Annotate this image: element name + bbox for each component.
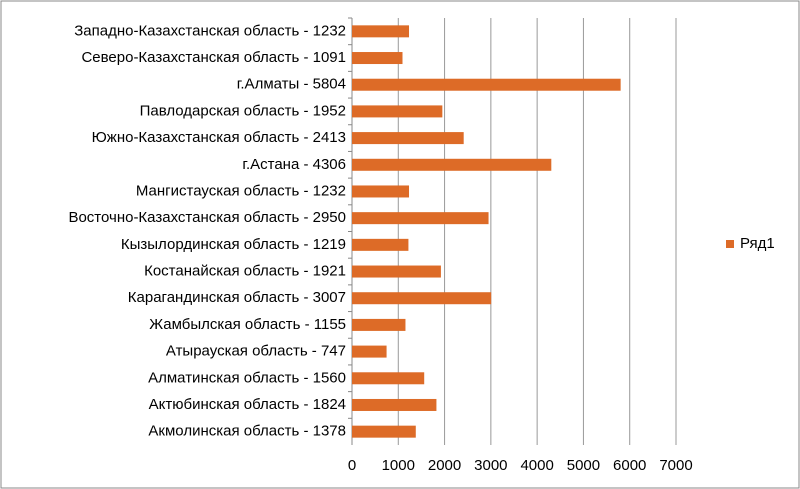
y-tick-label: Актюбинская область - 1824	[149, 396, 346, 413]
bar	[352, 372, 425, 385]
x-tick-label: 2000	[428, 457, 461, 474]
bar	[352, 132, 464, 145]
y-tick-label: г.Алматы - 5804	[237, 76, 346, 93]
bar	[352, 158, 552, 171]
bar	[352, 292, 492, 305]
x-tick-label: 0	[348, 457, 356, 474]
bar	[352, 345, 387, 358]
y-tick-label: Кызылординская область - 1219	[121, 236, 346, 253]
y-tick-label: Павлодарская область - 1952	[140, 102, 346, 119]
y-tick-label: Карагандинская область - 3007	[128, 289, 346, 306]
bar	[352, 185, 410, 198]
y-tick-label: г.Астана - 4306	[242, 156, 346, 173]
y-tick-label: Мангистауская область - 1232	[136, 182, 346, 199]
x-tick-label: 7000	[659, 457, 692, 474]
bar	[352, 78, 621, 91]
bar	[352, 238, 409, 251]
y-tick-label: Западно-Казахстанская область - 1232	[74, 22, 346, 39]
bar	[352, 318, 406, 331]
bar	[352, 265, 441, 278]
x-tick-label: 5000	[567, 457, 600, 474]
bar	[352, 398, 437, 411]
y-tick-label: Южно-Казахстанская область - 2413	[92, 129, 346, 146]
legend-label: Ряд1	[740, 235, 775, 252]
y-tick-label: Атырауская область - 747	[166, 343, 346, 360]
y-tick-label: Северо-Казахстанская область - 1091	[81, 49, 346, 66]
bar	[352, 212, 489, 225]
bar	[352, 425, 416, 438]
x-tick-label: 1000	[382, 457, 415, 474]
bar	[352, 105, 443, 118]
bar	[352, 25, 410, 38]
x-tick-label: 3000	[474, 457, 507, 474]
legend-swatch	[726, 240, 734, 248]
x-tick-label: 6000	[613, 457, 646, 474]
bar	[352, 52, 403, 65]
y-tick-label: Восточно-Казахстанская область - 2950	[68, 209, 346, 226]
x-tick-label: 4000	[520, 457, 553, 474]
y-tick-label: Акмолинская область - 1378	[148, 423, 346, 440]
y-tick-label: Алматинская область - 1560	[148, 369, 346, 386]
y-tick-label: Костанайская область - 1921	[144, 263, 346, 280]
y-tick-label: Жамбылская область - 1155	[149, 316, 346, 333]
